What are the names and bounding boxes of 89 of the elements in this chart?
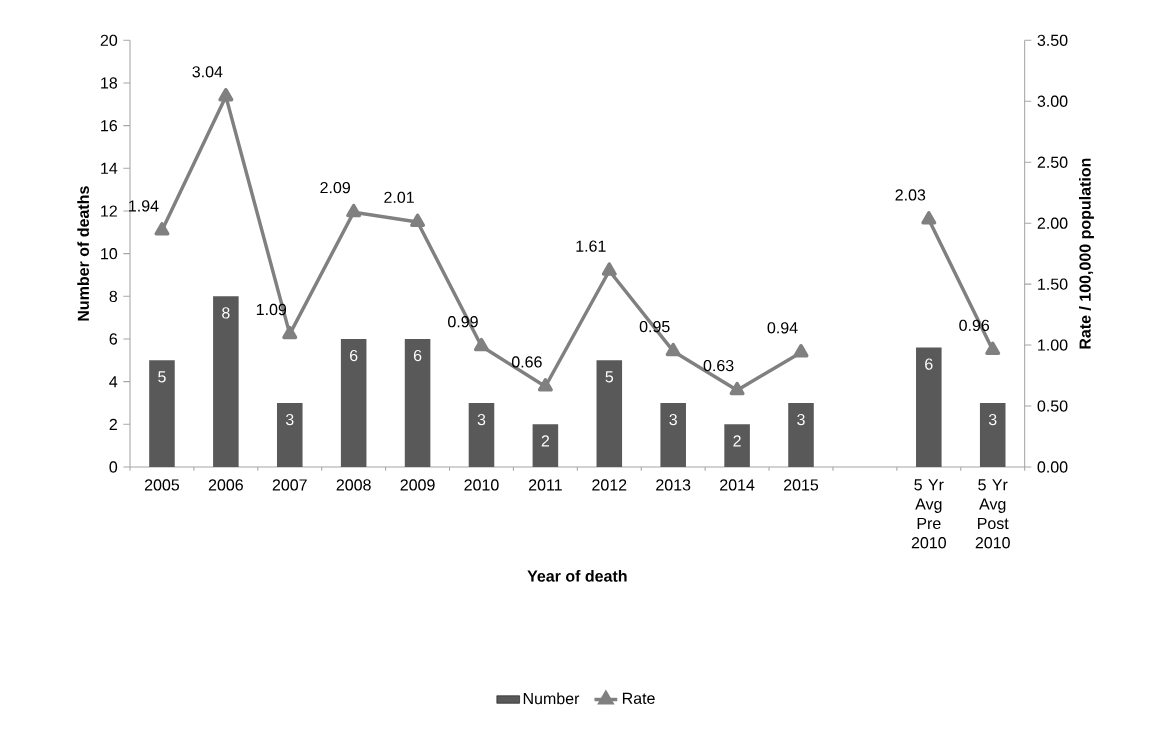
bar [596,360,623,467]
data-label: 3 [477,413,486,426]
data-label: 6 [413,349,422,362]
y-tick-label: 20 [100,34,118,46]
point [218,87,234,102]
data-label: 2 [541,435,550,447]
data-label: 0.96 [959,319,990,332]
data-label: 0.99 [448,316,478,328]
point [729,381,745,396]
point [921,211,937,225]
data-label: 3 [797,413,805,426]
point [601,262,617,276]
x-tick-label: 2012 [592,479,627,491]
y2-tick-label: 0.00 [1037,461,1068,473]
data-label: 6 [350,349,358,362]
data-label: 3 [988,413,997,426]
point [793,343,809,358]
y2-tick-label: 2.00 [1037,217,1068,229]
y-axis-title: Number of deaths [77,186,89,321]
point [346,203,362,218]
bar [916,347,942,467]
x-tick-label: 2010 [464,479,499,491]
y2-tick-label: 1.50 [1038,278,1068,290]
legend-label: Rate [622,692,655,704]
y-tick-label: 2 [109,418,117,430]
data-label: 3.04 [192,66,223,78]
data-label: 0.94 [767,322,798,334]
x-axis-title: Year of death [527,570,627,582]
point [282,325,298,340]
data-label: 3 [285,413,294,426]
x-tick-label: 2013 [656,479,691,491]
x-tick-label: 5 Yr Avg Post 2010 [975,479,1010,549]
bar [213,296,239,467]
x-tick-label: 2005 [144,479,180,491]
bar [340,338,367,467]
bar [276,402,303,467]
y-tick-label: 0 [109,461,118,473]
y-tick-label: 6 [109,333,118,345]
point [665,342,681,357]
x-tick-label: 5 Yr Avg Pre 2010 [911,479,946,549]
data-label: 0.66 [511,356,542,368]
y2-tick-label: 3.00 [1037,95,1068,107]
y2-tick-label: 1.00 [1038,339,1068,351]
data-label: 2 [733,435,741,447]
y-tick-label: 12 [101,205,117,217]
data-label: 2.09 [320,181,350,194]
bar [724,424,750,467]
data-label: 5 [605,371,614,383]
y2-tick-label: 0.50 [1037,400,1068,412]
point [410,213,426,228]
bar [979,402,1006,467]
y-tick-label: 14 [101,162,118,174]
bar [468,402,495,467]
y-tick-label: 4 [109,376,118,388]
point [537,378,553,392]
bar [660,402,686,467]
data-label: 2.03 [895,189,926,201]
data-label: 1.94 [129,200,159,212]
bar [149,360,175,467]
x-tick-label: 2007 [272,479,307,491]
x-tick-label: 2009 [400,479,435,491]
bar [404,338,431,467]
data-label: 2.01 [384,191,414,204]
y-tick-label: 16 [101,120,118,132]
data-label: 0.95 [639,320,670,333]
data-label: 8 [222,307,230,319]
y-tick-label: 10 [101,248,118,260]
y-tick-label: 8 [109,290,118,302]
bar [532,424,559,467]
x-tick-label: 2014 [720,479,755,491]
data-label: 6 [925,358,933,370]
y-tick-label: 18 [101,77,118,89]
data-label: 3 [669,413,677,426]
x-tick-label: 2008 [336,479,371,491]
data-label: 1.61 [576,240,606,252]
bar [788,402,814,467]
point [473,337,489,352]
data-label: 1.09 [256,303,287,316]
x-tick-label: 2006 [208,479,243,491]
x-tick-label: 2011 [528,479,562,491]
y2-tick-label: 3.50 [1037,34,1068,46]
data-label: 5 [158,371,166,383]
y2-tick-label: 2.50 [1037,156,1068,168]
y2-axis-title: Rate / 100,000 population [1079,158,1094,349]
x-tick-label: 2015 [784,479,819,491]
legend-label: Number [523,692,580,705]
point [154,222,170,236]
point [985,341,1001,356]
data-label: 0.63 [703,359,734,372]
